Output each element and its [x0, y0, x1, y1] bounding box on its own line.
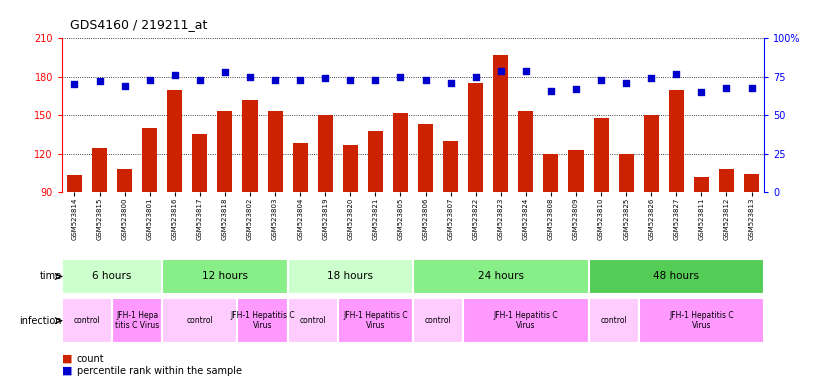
Bar	[443, 141, 458, 192]
Bar	[112, 298, 162, 343]
Bar	[588, 298, 638, 343]
Text: 6 hours: 6 hours	[93, 271, 132, 281]
Point	[644, 75, 657, 81]
Point	[344, 77, 357, 83]
Bar	[62, 259, 162, 294]
Bar	[343, 145, 358, 192]
Bar	[243, 100, 258, 192]
Bar	[744, 174, 759, 192]
Text: count: count	[77, 354, 104, 364]
Bar	[568, 150, 583, 192]
Text: infection: infection	[19, 316, 61, 326]
Text: control: control	[74, 316, 101, 325]
Point	[193, 77, 206, 83]
Point	[494, 68, 507, 74]
Bar	[493, 55, 508, 192]
Text: 12 hours: 12 hours	[202, 271, 248, 281]
Text: ■: ■	[62, 354, 73, 364]
Bar	[643, 115, 659, 192]
Bar	[67, 175, 82, 192]
Bar	[117, 169, 132, 192]
Point	[595, 77, 608, 83]
Bar	[318, 115, 333, 192]
Bar	[62, 298, 112, 343]
Bar	[368, 131, 383, 192]
Bar	[162, 298, 238, 343]
Text: time: time	[40, 271, 61, 281]
Bar	[694, 177, 709, 192]
Text: JFH-1 Hepatitis C
Virus: JFH-1 Hepatitis C Virus	[343, 311, 408, 330]
Point	[695, 89, 708, 95]
Point	[93, 78, 107, 84]
Text: JFH-1 Hepatitis C
Virus: JFH-1 Hepatitis C Virus	[669, 311, 733, 330]
Bar	[167, 89, 183, 192]
Point	[620, 80, 633, 86]
Point	[368, 77, 382, 83]
Bar	[519, 111, 534, 192]
Text: control: control	[299, 316, 326, 325]
Point	[319, 75, 332, 81]
Text: control: control	[425, 316, 452, 325]
Point	[469, 74, 482, 80]
Text: 24 hours: 24 hours	[477, 271, 524, 281]
Text: 18 hours: 18 hours	[327, 271, 373, 281]
Bar	[287, 298, 338, 343]
Bar	[413, 298, 463, 343]
Bar	[638, 298, 764, 343]
Point	[670, 71, 683, 77]
Point	[68, 81, 81, 88]
Point	[569, 86, 582, 92]
Bar	[719, 169, 734, 192]
Text: JFH-1 Hepatitis C
Virus: JFH-1 Hepatitis C Virus	[230, 311, 295, 330]
Point	[143, 77, 156, 83]
Point	[244, 74, 257, 80]
Bar	[594, 118, 609, 192]
Bar	[217, 111, 232, 192]
Point	[218, 69, 231, 75]
Point	[169, 72, 182, 78]
Text: GDS4160 / 219211_at: GDS4160 / 219211_at	[70, 18, 207, 31]
Point	[444, 80, 458, 86]
Point	[419, 77, 432, 83]
Text: control: control	[601, 316, 627, 325]
Point	[394, 74, 407, 80]
Bar	[588, 259, 764, 294]
Bar	[544, 154, 558, 192]
Bar	[413, 259, 588, 294]
Bar	[393, 113, 408, 192]
Point	[745, 84, 758, 91]
Point	[293, 77, 306, 83]
Bar	[463, 298, 588, 343]
Bar	[268, 111, 282, 192]
Text: JFH-1 Hepatitis C
Virus: JFH-1 Hepatitis C Virus	[493, 311, 558, 330]
Bar	[468, 83, 483, 192]
Point	[118, 83, 131, 89]
Text: control: control	[187, 316, 213, 325]
Bar	[619, 154, 634, 192]
Bar	[192, 134, 207, 192]
Bar	[238, 298, 287, 343]
Text: ■: ■	[62, 366, 73, 376]
Text: 48 hours: 48 hours	[653, 271, 700, 281]
Bar	[669, 89, 684, 192]
Bar	[142, 128, 157, 192]
Bar	[287, 259, 413, 294]
Point	[719, 84, 733, 91]
Bar	[338, 298, 413, 343]
Text: JFH-1 Hepa
titis C Virus: JFH-1 Hepa titis C Virus	[115, 311, 159, 330]
Point	[268, 77, 282, 83]
Bar	[162, 259, 287, 294]
Bar	[92, 149, 107, 192]
Bar	[292, 143, 307, 192]
Bar	[418, 124, 433, 192]
Text: percentile rank within the sample: percentile rank within the sample	[77, 366, 242, 376]
Point	[520, 68, 533, 74]
Point	[544, 88, 558, 94]
